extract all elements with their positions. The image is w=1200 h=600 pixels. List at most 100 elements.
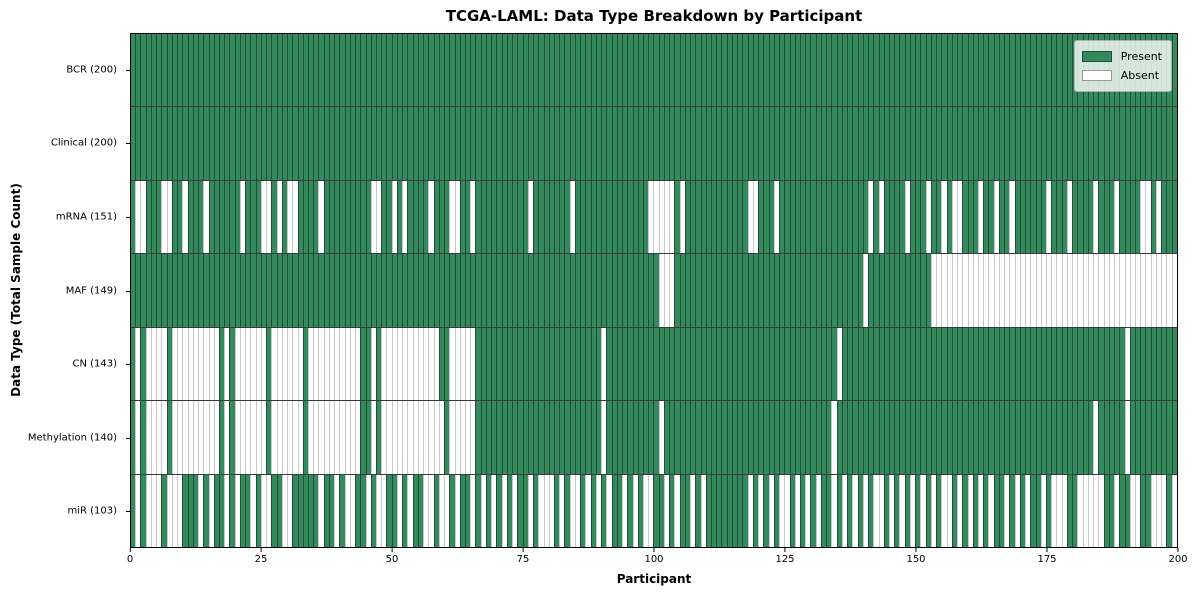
heatmap-cell [276,327,282,401]
heatmap-cell [957,401,963,474]
heatmap-cell [1004,327,1010,401]
heatmap-cell [998,107,1005,180]
heatmap-cell [501,107,507,180]
heatmap-cell [1114,401,1120,474]
heatmap-cell [428,474,434,547]
heatmap-cell [836,254,842,327]
heatmap-cell [1061,474,1067,547]
heatmap-cell [758,254,764,327]
heatmap-cell [386,401,392,474]
heatmap-cell [794,401,800,474]
heatmap-cell [438,254,445,327]
heatmap-cell [1093,401,1099,474]
heatmap-cell [506,327,513,401]
heatmap-cell [1077,401,1083,474]
heatmap-cell [559,254,565,327]
heatmap-cell [951,180,958,254]
heatmap-cell [412,401,418,474]
heatmap-cell [1019,107,1026,180]
heatmap-cell [287,107,293,180]
heatmap-cell [936,474,942,547]
heatmap-row-mir [131,473,1177,547]
heatmap-cell [564,327,570,401]
heatmap-cell [1166,254,1172,327]
heatmap-cell [878,327,884,401]
heatmap-cell [988,327,994,401]
heatmap-cell [449,107,455,180]
heatmap-cell [229,327,235,401]
heatmap-cell [841,401,848,474]
heatmap-cell [1171,254,1177,327]
heatmap-cell [250,254,256,327]
heatmap-cell [888,34,895,107]
heatmap-cell [485,327,492,401]
heatmap-cell [726,34,732,107]
heatmap-cell [742,254,748,327]
heatmap-cell [1066,107,1073,180]
heatmap-cell [684,401,691,474]
heatmap-cell [1108,107,1115,180]
heatmap-cell [161,180,167,254]
heatmap-cell [376,401,382,474]
heatmap-cell [1035,107,1041,180]
heatmap-cell [983,34,989,107]
heatmap-cell [695,254,701,327]
heatmap-row-clinical [131,106,1177,180]
heatmap-cell [538,180,544,254]
heatmap-cell [894,254,900,327]
x-tick-mark [129,548,131,552]
heatmap-cell [302,254,308,327]
heatmap-cell [449,180,455,254]
heatmap-cell [585,180,591,254]
heatmap-cell [145,180,151,254]
heatmap-cell [988,474,994,547]
heatmap-cell [135,180,141,254]
heatmap-cell [653,401,659,474]
y-tick-label-bcr: BCR (200) [66,64,117,76]
heatmap-cell [862,107,869,180]
heatmap-cell [234,254,240,327]
heatmap-cell [491,474,497,547]
heatmap-cell [224,474,230,547]
heatmap-cell [873,401,879,474]
heatmap-cell [548,107,554,180]
heatmap-cell [187,327,193,401]
heatmap-cell [302,474,308,547]
heatmap-cell [229,254,235,327]
heatmap-cell [496,474,502,547]
heatmap-cell [344,34,350,107]
heatmap-cell [334,254,340,327]
heatmap-cell [857,180,863,254]
heatmap-cell [334,107,340,180]
heatmap-cell [658,327,664,401]
heatmap-cell [339,180,345,254]
heatmap-cell [239,254,246,327]
heatmap-cell [852,474,858,547]
heatmap-cell [292,327,298,401]
heatmap-cell [255,107,261,180]
heatmap-cell [407,34,413,107]
heatmap-cell [868,254,874,327]
heatmap-cell [564,401,570,474]
heatmap-cell [930,401,937,474]
heatmap-cell [145,34,151,107]
x-tick-label: 200 [1168,554,1188,565]
heatmap-cell [883,180,889,254]
heatmap-cell [538,34,544,107]
heatmap-cell [177,327,183,401]
heatmap-cell [789,254,795,327]
heatmap-cell [674,107,680,180]
heatmap-cell [433,107,439,180]
heatmap-cell [705,327,712,401]
heatmap-cell [423,180,429,254]
heatmap-cell [972,180,978,254]
heatmap-row-mrna [131,179,1177,254]
heatmap-cell [564,180,570,254]
heatmap-cell [187,107,193,180]
heatmap-cell [234,34,240,107]
heatmap-cell [454,327,460,401]
heatmap-cell [595,180,602,254]
chart-title: TCGA-LAML: Data Type Breakdown by Partic… [445,7,863,25]
y-tick-label-mrna: mRNA (151) [55,211,117,223]
heatmap-cell [1135,474,1141,547]
